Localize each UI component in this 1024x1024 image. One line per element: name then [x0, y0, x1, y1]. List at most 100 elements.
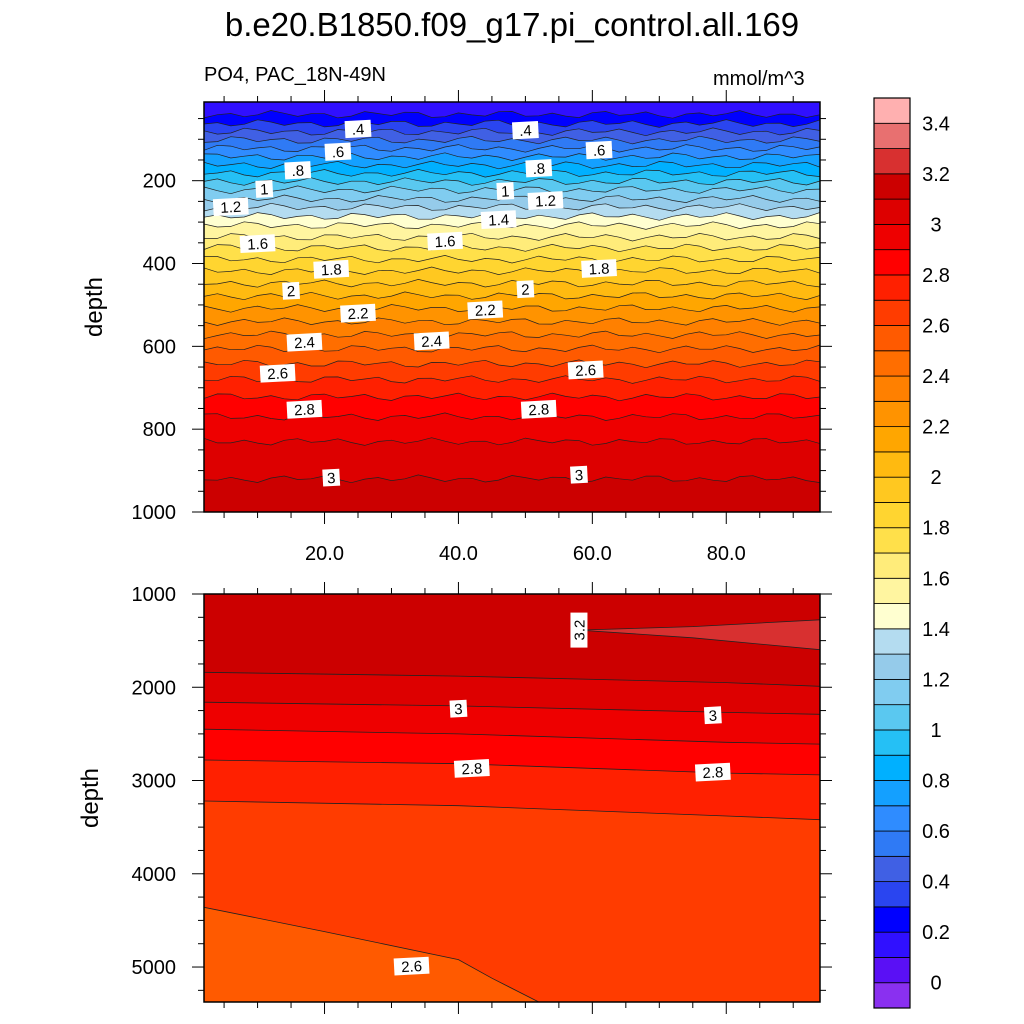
contour-fill-panel-2	[204, 594, 820, 1002]
contour-label: 2.2	[474, 302, 496, 320]
x-tick-label: 80.0	[707, 543, 746, 565]
colorbar-swatch	[873, 451, 911, 478]
colorbar-frame	[873, 97, 911, 1009]
contour-line	[578, 629, 821, 651]
contour-line	[203, 144, 821, 153]
contour-lines-panel-1	[203, 110, 821, 484]
contour-label-box	[286, 332, 323, 352]
contour-line	[203, 474, 821, 484]
contour-label-box	[453, 758, 490, 778]
contour-label-box	[581, 259, 617, 278]
colorbar-swatch	[873, 426, 911, 453]
contour-label-box	[413, 331, 450, 351]
chart-subtitle-units: mmol/m^3	[713, 68, 805, 90]
y-tick-label: 1000	[132, 502, 177, 524]
contour-band	[204, 907, 539, 1002]
colorbar-swatch	[873, 729, 911, 756]
y-tick-label: 2000	[132, 677, 177, 699]
y-axis-label: depth	[77, 768, 104, 828]
colorbar-tick-label: 0	[930, 973, 941, 995]
colorbar-swatch	[873, 704, 911, 731]
chart-title: b.e20.B1850.f09_g17.pi_control.all.169	[224, 6, 800, 43]
contour-label-box	[527, 191, 564, 210]
contour-label: .6	[592, 142, 605, 160]
y-tick-label: 4000	[132, 864, 177, 886]
colorbar-swatch	[873, 173, 911, 200]
contour-lines-panel-2	[203, 619, 821, 1003]
contour-line	[203, 135, 821, 145]
contour-label: 1.2	[535, 193, 557, 211]
y-tick-label: 3000	[132, 771, 177, 793]
contour-label: .4	[519, 122, 532, 140]
contour-label: 3	[327, 470, 336, 487]
colorbar-swatch	[873, 577, 911, 604]
contour-label: 2.2	[347, 305, 369, 323]
colorbar-swatch	[873, 375, 911, 402]
chart-subtitle-variable: PO4, PAC_18N-49N	[204, 64, 386, 86]
contour-label-box	[322, 468, 341, 487]
contour-label: 1	[260, 181, 269, 198]
contour-line	[203, 221, 821, 230]
contour-line	[203, 119, 821, 128]
contour-label-box	[585, 140, 613, 160]
colorbar-tick-label: 2	[930, 467, 941, 489]
contour-label-box	[496, 182, 515, 200]
colorbar-swatch	[873, 754, 911, 781]
contour-label: 2.8	[528, 401, 550, 419]
colorbar-swatch	[873, 881, 911, 908]
contour-line	[203, 359, 821, 369]
contour-label-box	[703, 706, 722, 725]
contour-line	[203, 266, 821, 275]
contour-line	[203, 437, 821, 446]
colorbar-swatch	[873, 97, 911, 124]
colorbar-swatch	[873, 552, 911, 579]
contour-label: 2.6	[401, 958, 423, 976]
colorbar-tick-label: 0.6	[922, 821, 950, 843]
contour-label: 2	[521, 281, 530, 298]
contour-label: 1.8	[588, 260, 610, 278]
colorbar-tick-label: 2.4	[922, 366, 950, 388]
colorbar-swatch	[873, 502, 911, 529]
colorbar-swatch	[873, 628, 911, 655]
x-tick-label: 40.0	[439, 543, 478, 565]
colorbar-tick-label: 1.2	[922, 669, 950, 691]
colorbar-swatch	[873, 830, 911, 857]
contour-labels-panel-1: .4 .4 .6 .6 .8 .8 1 1 1.2 1.2 1.4 1.6 1.6 1.8 1.8 2 2 2.2…	[212, 119, 617, 487]
contour-line	[203, 800, 821, 821]
contour-label-box	[567, 360, 604, 380]
colorbar-tick-label: 0.2	[922, 922, 950, 944]
y-tick-label: 600	[143, 336, 176, 358]
colorbar-tick-label: 3.2	[922, 164, 950, 186]
contour-label: 2.4	[421, 333, 443, 351]
contour-line	[203, 728, 821, 745]
contour-label-box	[212, 197, 249, 217]
colorbar-tick-label: 1.8	[922, 518, 950, 540]
colorbar-swatch	[873, 476, 911, 503]
contour-band	[204, 594, 820, 687]
contour-label: .4	[351, 121, 364, 139]
contour-label-box	[467, 300, 504, 320]
colorbar-swatch	[873, 148, 911, 175]
contour-label: .8	[291, 163, 304, 181]
x-tick-label: 60.0	[573, 543, 612, 565]
contour-line	[204, 255, 821, 264]
contour-label-box	[340, 303, 376, 323]
contour-line	[203, 152, 821, 161]
colorbar-tick-label: 0.4	[922, 872, 950, 894]
contour-label-box	[449, 699, 468, 718]
contour-label: 1.2	[220, 199, 242, 217]
contour-line	[203, 291, 821, 301]
contour-label-box	[286, 399, 323, 419]
contour-line	[203, 759, 821, 776]
colorbar-swatch	[873, 957, 911, 984]
contour-label-box	[516, 280, 535, 299]
colorbar-swatch	[873, 299, 911, 326]
contour-line	[203, 127, 821, 137]
y-axis-label: depth	[81, 277, 108, 337]
contour-line	[203, 701, 821, 715]
colorbar-swatch	[873, 805, 911, 832]
contour-line	[578, 619, 821, 631]
colorbar: 0 0.2 0.4 0.6 0.8 1 1.2 1.4 1.6 1.8 2 2.2 2.4 2.6 2.8 3…	[873, 97, 950, 1009]
colorbar-tick-label: 0.8	[922, 771, 950, 793]
